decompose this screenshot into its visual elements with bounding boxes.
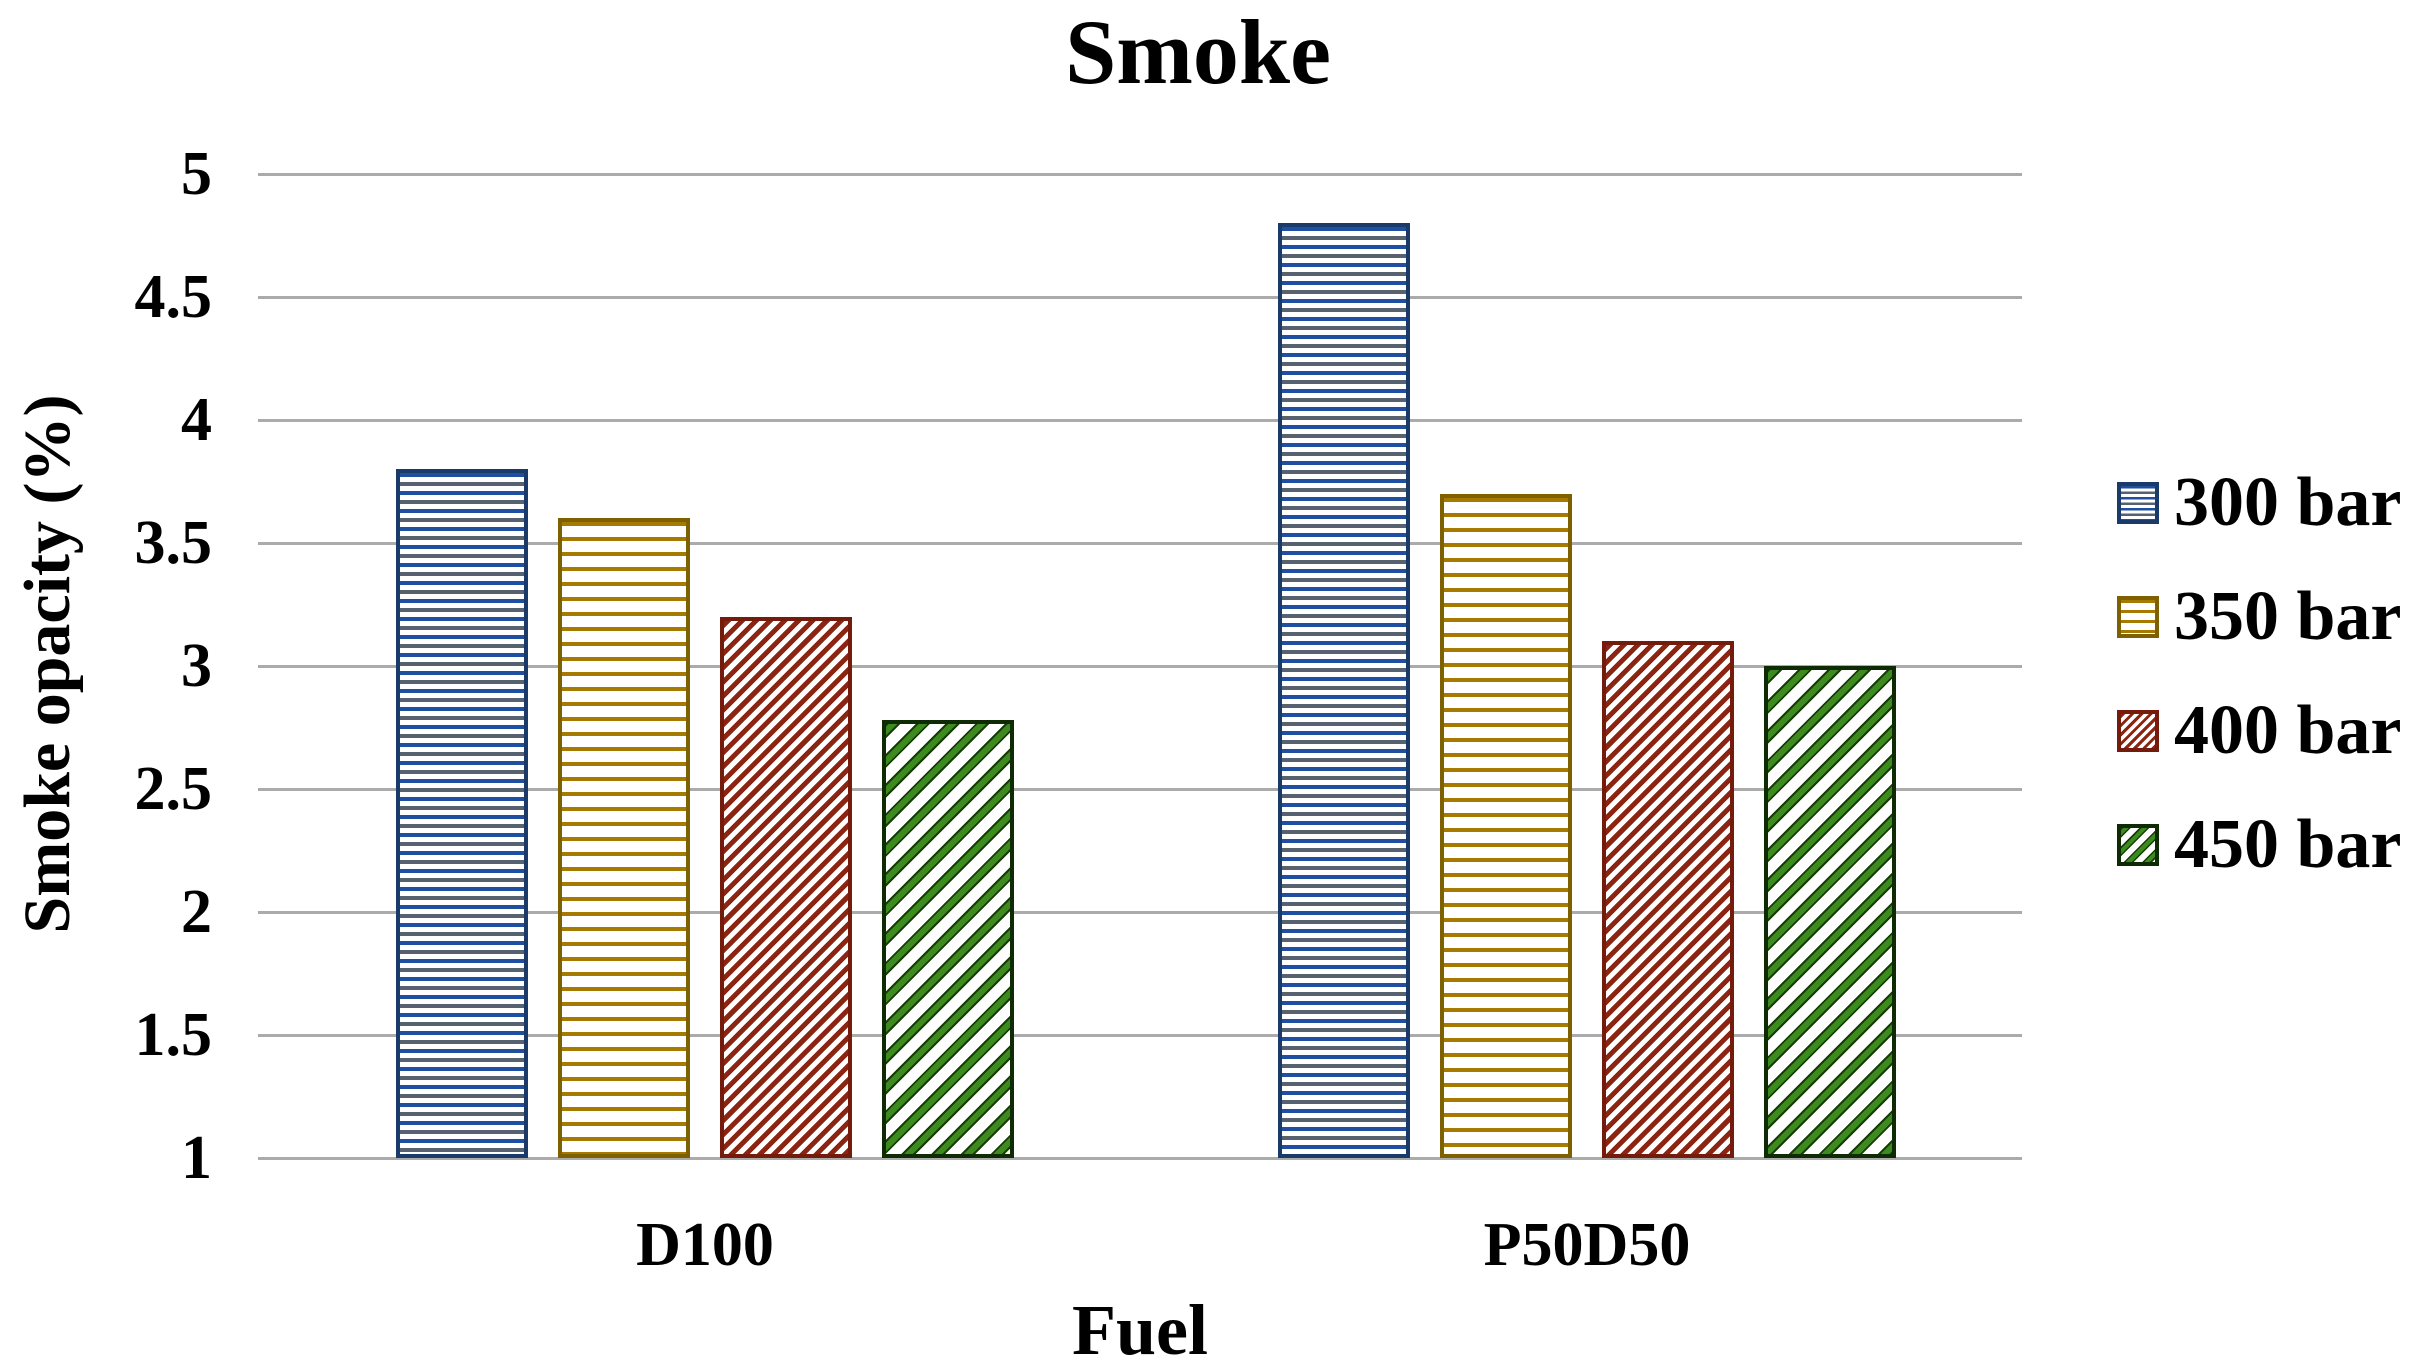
gridline-1 [258, 1156, 2022, 1160]
bar-350bar-D100 [558, 518, 690, 1158]
gridline-3 [258, 664, 2022, 668]
legend-swatch-350bar-icon [2117, 596, 2159, 638]
x-category-label-P50D50: P50D50 [1483, 1211, 1691, 1279]
chart-title: Smoke [1065, 1, 1331, 103]
legend-label-450bar: 450 bar [2174, 806, 2402, 883]
x-axis-title: Fuel [1072, 1290, 1208, 1370]
legend-label-350bar: 350 bar [2174, 578, 2402, 655]
bar-450bar-P50D50 [1764, 666, 1896, 1158]
bar-300bar-D100 [396, 469, 528, 1158]
bar-400bar-D100 [720, 616, 852, 1158]
bar-400bar-P50D50 [1602, 641, 1734, 1158]
y-tick-label-2.5: 2.5 [134, 755, 213, 823]
gridline-4 [258, 418, 2022, 422]
legend-swatch-400bar-icon [2117, 710, 2159, 752]
y-tick-label-3.5: 3.5 [134, 509, 213, 577]
legend-swatch-450bar-icon [2117, 824, 2159, 866]
gridline-3.5 [258, 541, 2022, 545]
y-tick-label-1.5: 1.5 [134, 1001, 213, 1069]
gridline-2 [258, 910, 2022, 914]
y-tick-label-4: 4 [181, 386, 212, 454]
y-tick-label-3: 3 [181, 632, 212, 700]
plot-area [258, 172, 2022, 1160]
bar-300bar-P50D50 [1278, 223, 1410, 1158]
y-tick-label-2: 2 [181, 878, 212, 946]
y-tick-label-5: 5 [181, 140, 212, 208]
y-tick-label-1: 1 [181, 1124, 212, 1192]
legend-swatch-300bar-icon [2117, 482, 2159, 524]
bar-350bar-P50D50 [1440, 493, 1572, 1158]
legend-label-400bar: 400 bar [2174, 692, 2402, 769]
gridline-2.5 [258, 787, 2022, 791]
gridline-5 [258, 172, 2022, 176]
bar-450bar-D100 [882, 720, 1014, 1158]
y-tick-label-4.5: 4.5 [134, 263, 213, 331]
gridline-1.5 [258, 1033, 2022, 1037]
x-category-label-D100: D100 [636, 1211, 774, 1279]
legend-label-300bar: 300 bar [2174, 464, 2402, 541]
gridline-4.5 [258, 295, 2022, 299]
